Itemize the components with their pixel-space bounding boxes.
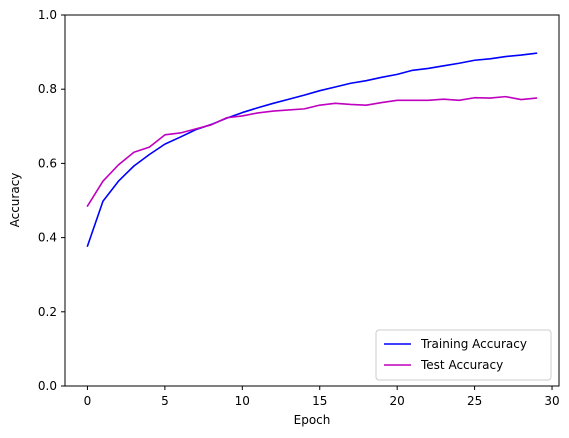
x-tick-label: 5 <box>161 394 169 408</box>
x-tick-label: 30 <box>544 394 559 408</box>
plot-area-frame <box>64 14 560 387</box>
y-tick-label: 0.0 <box>38 379 57 393</box>
y-axis-ticks: 0.0 0.2 0.4 0.6 0.8 1.0 <box>38 8 65 393</box>
x-tick-label: 15 <box>312 394 327 408</box>
legend-frame <box>375 329 552 381</box>
x-tick-label: 0 <box>84 394 92 408</box>
x-tick-label: 25 <box>467 394 482 408</box>
training-accuracy-line <box>86 52 538 247</box>
y-tick-label: 1.0 <box>38 8 57 22</box>
y-tick-label: 0.6 <box>38 156 57 170</box>
series-lines <box>86 52 538 247</box>
legend: Training Accuracy Test Accuracy <box>375 329 552 381</box>
test-accuracy-line <box>86 95 538 207</box>
y-axis-title: Accuracy <box>8 173 22 228</box>
x-tick-label: 10 <box>235 394 250 408</box>
y-tick-label: 0.2 <box>38 305 57 319</box>
x-tick-label: 20 <box>390 394 405 408</box>
legend-label-test: Test Accuracy <box>420 358 503 372</box>
y-tick-label: 0.8 <box>38 82 57 96</box>
legend-label-training: Training Accuracy <box>420 337 527 351</box>
x-axis-title: Epoch <box>294 413 331 427</box>
x-axis-ticks: 0 5 10 15 20 25 30 <box>84 386 560 408</box>
y-tick-label: 0.4 <box>38 231 57 245</box>
